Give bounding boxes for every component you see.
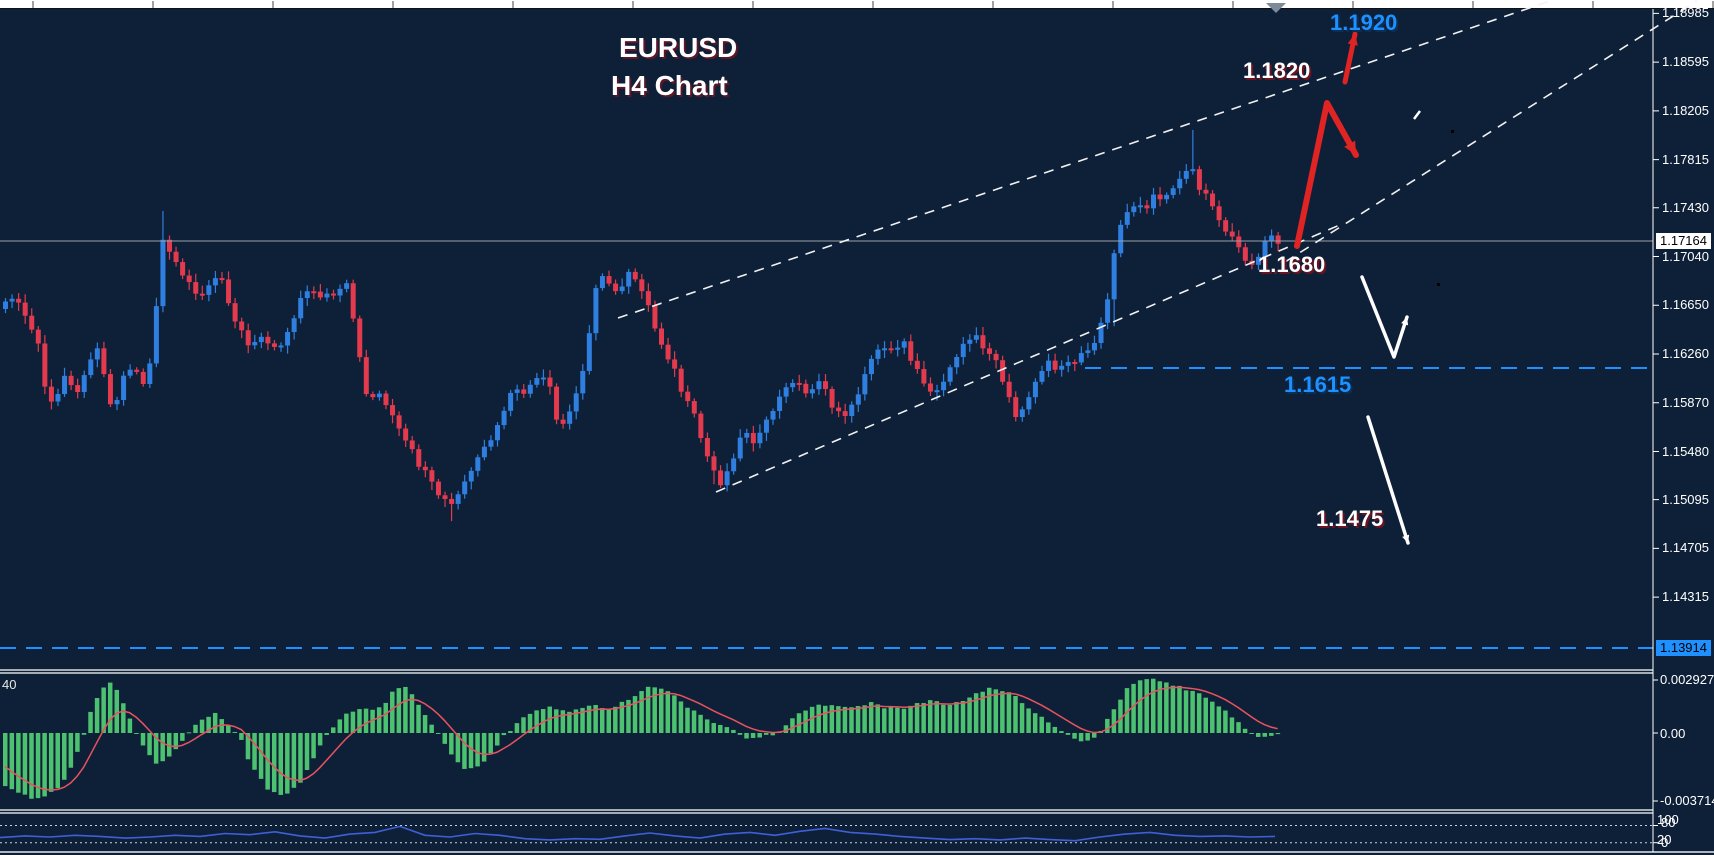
macd-max-label: 0.002927 — [1660, 672, 1714, 687]
price-axis-label: 1.14315 — [1662, 589, 1709, 605]
price-axis-label: 1.15480 — [1662, 443, 1709, 459]
price-axis-label: 1.17040 — [1662, 248, 1709, 264]
annotation-price-label[interactable]: 1.1615 — [1284, 372, 1352, 397]
stoch-80-label: 80 — [1661, 815, 1676, 830]
pane-separators[interactable] — [0, 9, 1714, 853]
annotation-price-label[interactable]: 1.1920 — [1330, 10, 1398, 35]
stoch-20-label: 20 — [1657, 832, 1672, 847]
horizontal-level-lines — [0, 240, 1653, 649]
timeline-ticks — [32, 1, 1714, 13]
price-axis-label: 1.14705 — [1662, 540, 1709, 556]
price-axis-label: 1.17815 — [1662, 151, 1709, 167]
price-axis-label: 1.18985 — [1662, 5, 1709, 21]
stoch-0-label: 0 — [1661, 835, 1669, 850]
annotation-price-label[interactable]: 1.1820 — [1243, 58, 1311, 83]
projection-arrows[interactable] — [1294, 31, 1410, 545]
macd-zero-label: 0.00 — [1660, 726, 1686, 741]
macd-pane-label: 40 — [2, 677, 17, 692]
blue-level-price-tag: 1.13914 — [1656, 640, 1711, 656]
price-axis-label: 1.16260 — [1662, 346, 1709, 361]
artifact-mark — [1413, 110, 1421, 120]
price-axis-label: 1.18205 — [1662, 102, 1709, 118]
annotation-price-label[interactable]: 1.1475 — [1316, 506, 1384, 531]
axis-ticks — [1653, 12, 1659, 844]
price-axis-label: 1.15095 — [1662, 491, 1709, 507]
candles — [3, 129, 1281, 522]
price-axis-label: 1.17430 — [1662, 199, 1709, 215]
trendlines[interactable] — [617, 0, 1698, 493]
stoch-100-label: 100 — [1657, 812, 1679, 827]
macd-min-label: -0.003714 — [1660, 793, 1714, 808]
stochastic-indicator — [0, 825, 1653, 844]
chart-title-timeframe: H4 Chart — [611, 70, 728, 101]
chart-title-symbol: EURUSD — [619, 32, 738, 63]
price-axis-label: 1.16650 — [1662, 297, 1709, 313]
price-axis-label: 1.18595 — [1662, 54, 1709, 70]
macd-indicator — [3, 678, 1281, 799]
current-price-tag: 1.17164 — [1656, 233, 1711, 249]
price-axis-label: 1.15870 — [1662, 394, 1709, 410]
timeline-scroll-bar[interactable] — [0, 0, 1714, 9]
annotation-price-label[interactable]: 1.1680 — [1258, 252, 1326, 277]
scroll-position-marker-icon[interactable] — [1266, 3, 1286, 13]
